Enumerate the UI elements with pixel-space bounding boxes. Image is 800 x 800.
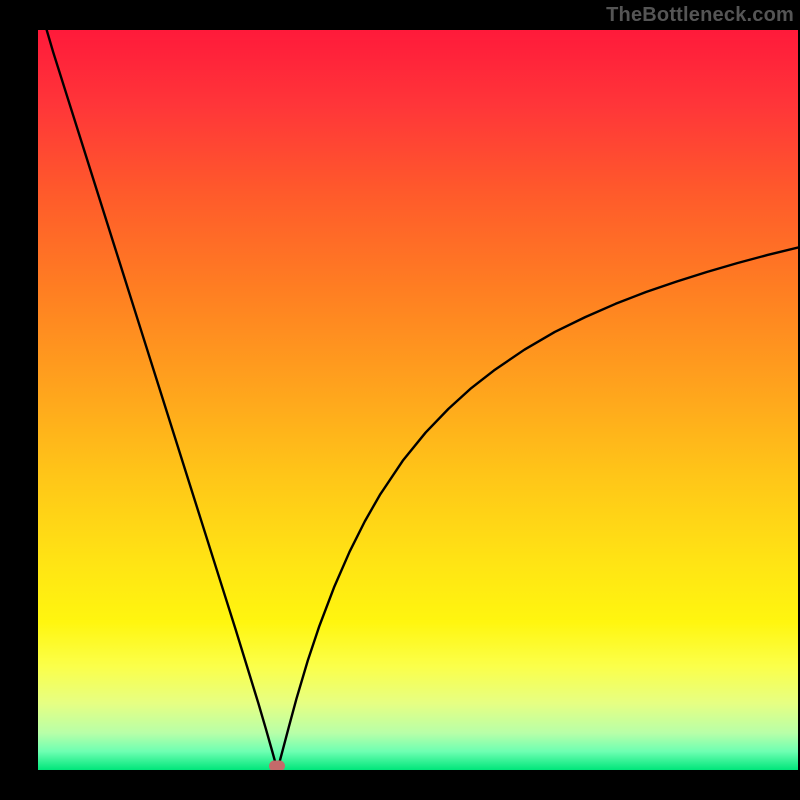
plot-area	[38, 30, 798, 770]
bottleneck-curve	[38, 30, 798, 770]
watermark-text: TheBottleneck.com	[606, 4, 794, 27]
optimum-marker	[269, 760, 285, 770]
curve-path	[38, 30, 798, 770]
